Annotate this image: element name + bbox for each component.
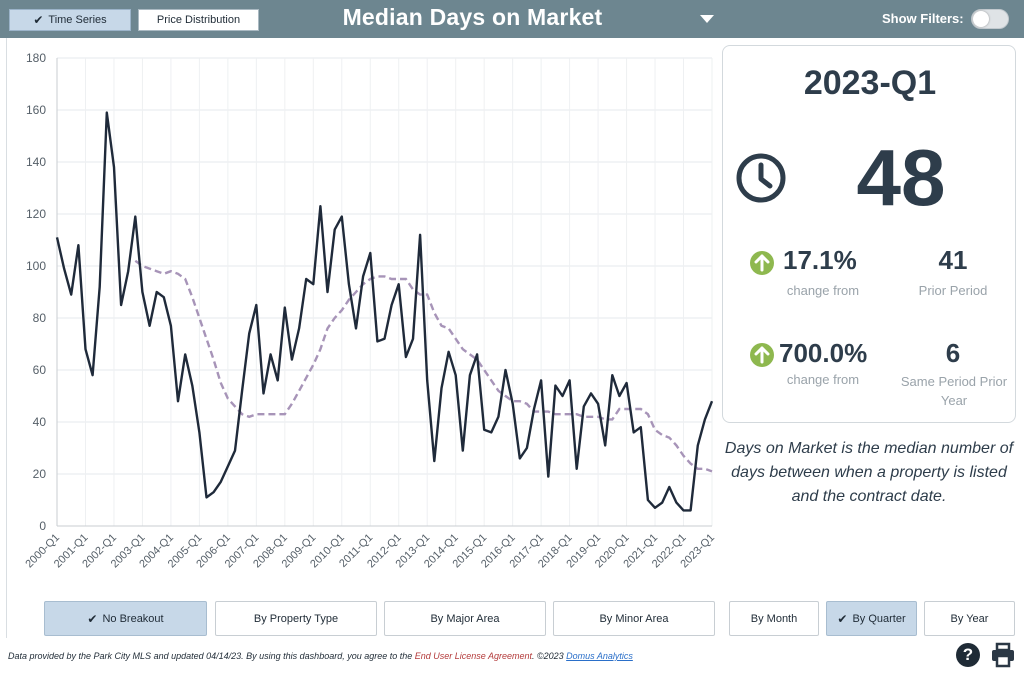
by-quarter-button[interactable]: ✔ By Quarter	[826, 601, 917, 636]
current-value: 48	[856, 133, 946, 222]
check-icon: ✔	[837, 611, 848, 626]
prior-period-label: Prior Period	[918, 283, 988, 298]
no-breakout-button[interactable]: ✔ No Breakout	[44, 601, 207, 636]
y-tick-label: 20	[33, 467, 47, 481]
prior-year-value: 6	[945, 338, 961, 368]
by-major-area-label: By Major Area	[430, 612, 500, 625]
left-divider	[6, 38, 7, 638]
current-period: 2023-Q1	[803, 64, 937, 102]
by-year-label: By Year	[950, 612, 989, 625]
prior-year-label: Same Period Prior Year	[900, 374, 1008, 408]
domus-analytics-link[interactable]: Domus Analytics	[566, 651, 633, 661]
by-quarter-label: By Quarter	[852, 612, 906, 625]
chart-grid	[56, 57, 713, 526]
prior-year-change: 700.0%	[779, 338, 868, 368]
chart-series	[55, 111, 714, 512]
prior-period-change: 17.1%	[783, 245, 857, 275]
by-month-button[interactable]: By Month	[729, 601, 819, 636]
y-tick-label: 0	[39, 519, 46, 533]
prior-year-change-label: change from	[786, 372, 860, 387]
clock-icon	[736, 153, 786, 203]
prior-period-change-label: change from	[786, 283, 860, 298]
y-tick-label: 140	[26, 155, 46, 169]
footer-note: Data provided by the Park City MLS and u…	[8, 651, 633, 661]
by-property-type-button[interactable]: By Property Type	[215, 601, 377, 636]
page-title[interactable]: Median Days on Market	[342, 4, 603, 30]
by-year-button[interactable]: By Year	[924, 601, 1015, 636]
print-icon[interactable]	[990, 642, 1016, 668]
y-tick-label: 120	[26, 207, 46, 221]
eula-link[interactable]: End User License Agreement	[414, 651, 532, 661]
y-tick-label: 80	[33, 311, 47, 325]
y-tick-label: 180	[26, 51, 46, 65]
by-minor-area-label: By Minor Area	[599, 612, 669, 625]
y-tick-label: 100	[26, 259, 46, 273]
footer-copyright: . ©2023	[532, 651, 567, 661]
median-days-line	[55, 111, 714, 512]
check-icon: ✔	[87, 611, 98, 626]
y-tick-label: 40	[33, 415, 47, 429]
y-tick-label: 160	[26, 103, 46, 117]
toggle-knob	[973, 11, 989, 27]
days-on-market-chart: 0204060801001201401601802000-Q12001-Q120…	[23, 51, 717, 570]
footer-text: Data provided by the Park City MLS and u…	[8, 651, 415, 661]
by-minor-area-button[interactable]: By Minor Area	[553, 601, 715, 636]
prior-period-value: 41	[938, 245, 968, 275]
no-breakout-label: No Breakout	[102, 612, 164, 625]
show-filters-toggle[interactable]	[971, 9, 1009, 29]
arrow-up-circle-icon	[750, 251, 774, 275]
by-month-label: By Month	[750, 612, 798, 625]
tab-time-series[interactable]: ✔ Time Series	[9, 9, 131, 31]
tab-price-distribution[interactable]: Price Distribution	[138, 9, 259, 31]
tab-time-series-label: Time Series	[48, 14, 107, 26]
y-tick-label: 60	[33, 363, 47, 377]
check-icon: ✔	[33, 13, 44, 27]
chevron-down-icon[interactable]	[700, 15, 714, 23]
by-major-area-button[interactable]: By Major Area	[384, 601, 546, 636]
arrow-up-circle-icon	[750, 343, 774, 367]
show-filters-label: Show Filters:	[882, 11, 964, 26]
moving-average-line	[134, 259, 713, 473]
by-property-type-label: By Property Type	[253, 612, 339, 625]
tab-price-distribution-label: Price Distribution	[156, 14, 241, 26]
help-icon[interactable]: ?	[956, 643, 980, 667]
metric-description: Days on Market is the median number of d…	[724, 440, 1014, 505]
header-bar: ✔ Time Series Price Distribution Median …	[0, 0, 1024, 38]
summary-card: 2023-Q1 48 17.1% change from 41 Prior Pe…	[722, 45, 1016, 423]
